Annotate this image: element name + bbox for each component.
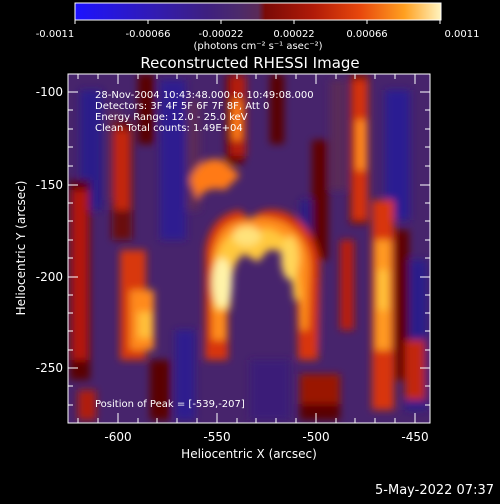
x-tick-label: -500 (302, 430, 329, 444)
colorbar-units-label: (photons cm⁻² s⁻¹ asec⁻²) (193, 41, 322, 52)
colorbar: -0.0011 -0.00066 -0.00022 0.00022 0.0006… (36, 2, 480, 52)
colorbar-gradient (74, 2, 442, 21)
plot-title: Reconstructed RHESSI Image (140, 54, 359, 72)
info-line: 28-Nov-2004 10:43:48.000 to 10:49:08.000 (95, 90, 314, 101)
footer-date: 5-May-2022 07:37 (375, 483, 494, 498)
y-tick-label: -100 (36, 85, 63, 99)
plot-axes (67, 73, 431, 424)
y-tick-label: -200 (36, 270, 63, 284)
peak-position-label: Position of Peak = [-539,-207] (95, 399, 245, 410)
colorbar-tick-label: 0.0011 (445, 29, 480, 40)
y-axis-label: Heliocentric Y (arcsec) (14, 181, 28, 316)
colorbar-tick-label: 0.00066 (346, 29, 387, 40)
info-line: Energy Range: 12.0 - 25.0 keV (95, 112, 248, 123)
x-tick-label: -600 (104, 430, 131, 444)
y-tick-label: -250 (36, 361, 63, 375)
x-tick-label: -450 (401, 430, 428, 444)
info-line: Clean Total counts: 1.49E+04 (95, 123, 243, 134)
colorbar-tick-label: -0.00066 (126, 29, 171, 40)
y-tick-label: -150 (36, 178, 63, 192)
colorbar-tick-label: -0.00022 (199, 29, 244, 40)
colorbar-ticks (74, 20, 441, 24)
colorbar-tick-label: -0.0011 (36, 29, 75, 40)
x-tick-label: -550 (203, 430, 230, 444)
colorbar-tick-label: 0.00022 (273, 29, 314, 40)
rhessi-image (68, 74, 430, 423)
info-line: Detectors: 3F 4F 5F 6F 7F 8F, Att 0 (95, 101, 269, 112)
x-axis-label: Heliocentric X (arcsec) (181, 447, 317, 461)
